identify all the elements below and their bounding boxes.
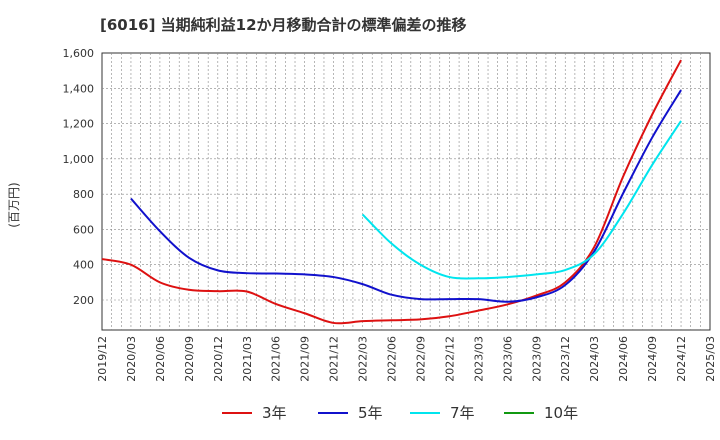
x-tick-label: 2022/09 [414, 336, 427, 382]
legend-item: 10年 [504, 402, 578, 423]
x-tick-label: 2023/03 [472, 336, 485, 382]
y-tick-label: 800 [73, 188, 94, 201]
x-tick-label: 2023/06 [501, 336, 514, 382]
legend-label: 5年 [358, 404, 383, 422]
plot-area [101, 52, 711, 331]
x-tick-label: 2025/03 [704, 336, 717, 382]
chart-title: [6016] 当期純利益12か月移動合計の標準偏差の推移 [100, 16, 467, 34]
legend-swatch [410, 411, 440, 414]
legend-swatch [222, 411, 252, 414]
y-axis-label: (百万円) [7, 182, 21, 227]
x-tick-label: 2021/12 [328, 336, 341, 382]
x-tick-label: 2021/09 [299, 336, 312, 382]
legend-item: 3年 [222, 402, 287, 423]
legend-item: 5年 [318, 402, 383, 423]
x-tick-label: 2022/12 [443, 336, 456, 382]
series-line-2 [361, 120, 682, 280]
legend-label: 3年 [262, 404, 287, 422]
x-tick-label: 2023/12 [559, 336, 572, 382]
y-tick-label: 1,200 [63, 118, 95, 131]
x-tick-label: 2023/09 [530, 336, 543, 382]
axis-layer: 200 400 600 800 1,000 1,200 1,400 1,600 2019/12 2… [63, 47, 718, 382]
legend-label: 7年 [450, 404, 475, 422]
y-tick-label: 1,600 [63, 47, 95, 60]
x-tick-label: 2020/06 [154, 336, 167, 382]
x-tick-label: 2024/03 [588, 336, 601, 382]
x-tick-label: 2024/06 [617, 336, 630, 382]
x-tick-label: 2021/03 [241, 336, 254, 382]
x-tick-label: 2024/09 [646, 336, 659, 382]
series-line-1 [130, 89, 682, 303]
y-tick-label: 400 [73, 259, 94, 272]
x-tick-label: 2024/12 [675, 336, 688, 382]
x-tick-label: 2021/06 [270, 336, 283, 382]
y-tick-label: 600 [73, 223, 94, 236]
x-tick-label: 2020/12 [212, 336, 225, 382]
y-tick-label: 200 [73, 294, 94, 307]
series-layer [101, 59, 682, 325]
x-tick-label: 2020/03 [125, 336, 138, 382]
x-tick-label: 2022/06 [386, 336, 399, 382]
legend-swatch [318, 411, 348, 414]
y-tick-label: 1,000 [63, 153, 95, 166]
x-tick-label: 2019/12 [96, 336, 109, 382]
x-tick-label: 2022/03 [357, 336, 370, 382]
x-tick-label: 2020/09 [183, 336, 196, 382]
series-line-0 [101, 59, 682, 325]
y-tick-label: 1,400 [63, 82, 95, 95]
legend-item: 7年 [410, 402, 475, 423]
legend-label: 10年 [544, 404, 579, 422]
legend: 3年 5年 7年 10年 [0, 402, 720, 426]
legend-swatch [504, 411, 534, 414]
